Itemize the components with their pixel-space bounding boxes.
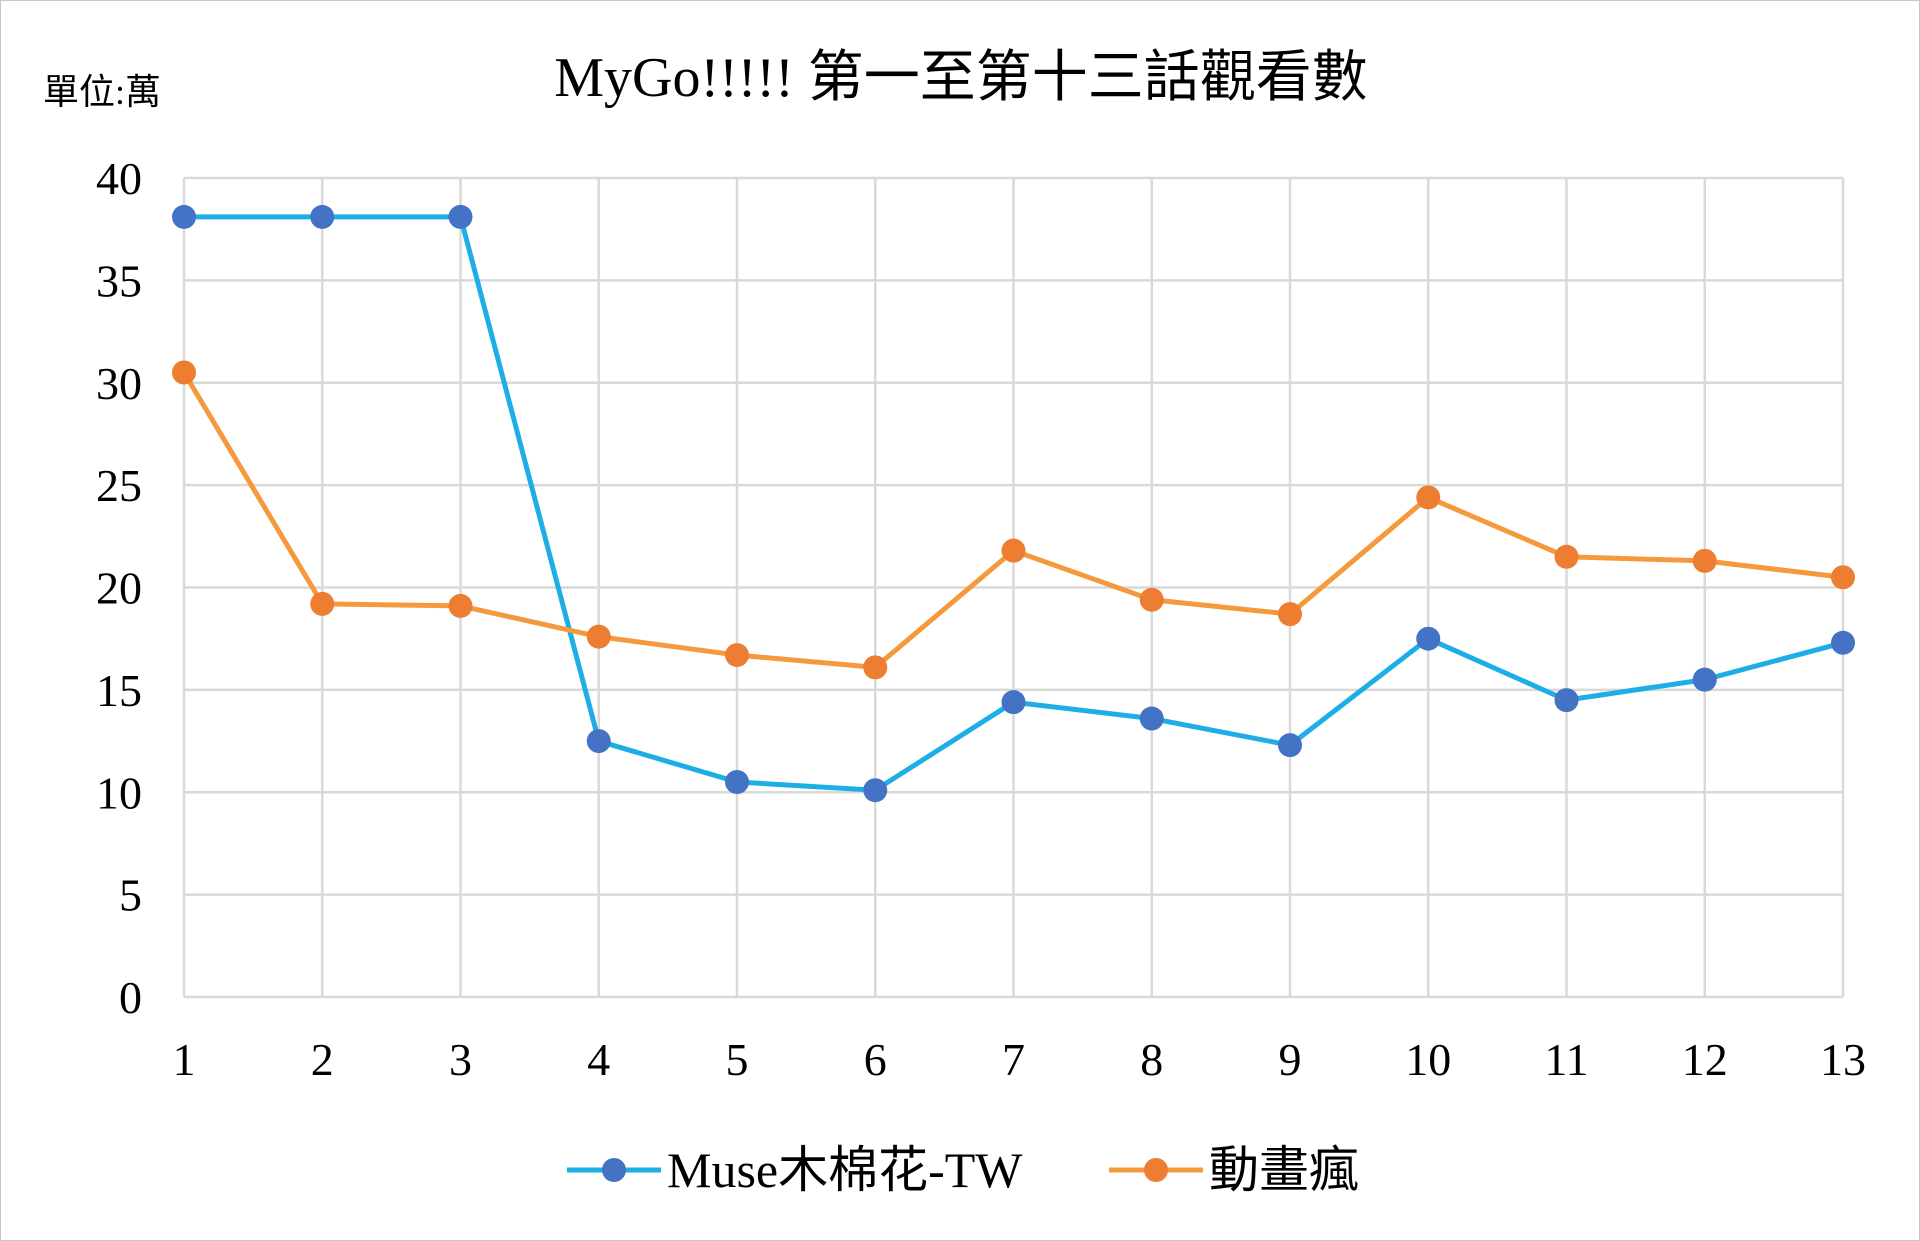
y-tick-label: 35	[96, 255, 142, 306]
data-point	[1831, 565, 1855, 590]
data-point	[1692, 667, 1717, 692]
legend-marker	[602, 1158, 626, 1182]
data-point	[310, 591, 335, 616]
y-tick-label: 0	[119, 972, 142, 1023]
x-tick-label: 2	[311, 1034, 334, 1085]
x-tick-label: 3	[449, 1034, 472, 1085]
unit-label: 單位:萬	[43, 72, 161, 112]
data-point	[586, 729, 611, 754]
data-point	[1554, 688, 1579, 713]
data-point	[1139, 706, 1164, 731]
data-point	[1001, 538, 1026, 563]
x-tick-label: 4	[587, 1034, 610, 1085]
data-point	[172, 360, 196, 385]
legend: Muse木棉花-TW 動畫瘋	[567, 1142, 1359, 1198]
data-point	[863, 655, 888, 680]
x-tick-label: 11	[1544, 1034, 1588, 1085]
x-tick-label: 9	[1279, 1034, 1302, 1085]
x-tick-label: 8	[1140, 1034, 1163, 1085]
x-tick-label: 1	[173, 1034, 196, 1085]
data-point	[1278, 602, 1302, 627]
data-point	[863, 778, 888, 803]
x-tick-label: 5	[726, 1034, 749, 1085]
data-point	[1692, 548, 1717, 573]
x-tick-label: 10	[1405, 1034, 1451, 1085]
legend-label: Muse木棉花-TW	[667, 1142, 1023, 1198]
y-tick-label: 25	[96, 460, 142, 511]
data-point	[448, 204, 473, 229]
legend-label: 動畫瘋	[1209, 1142, 1359, 1198]
data-point	[172, 204, 196, 229]
series-1	[172, 204, 1855, 803]
data-point	[1416, 485, 1441, 510]
chart-title: MyGo!!!!! 第一至第十三話觀看數	[554, 47, 1367, 109]
series-2	[172, 360, 1855, 680]
series-group	[172, 204, 1855, 803]
y-tick-label: 20	[96, 563, 142, 614]
data-point	[1278, 733, 1302, 758]
x-tick-label: 12	[1682, 1034, 1728, 1085]
data-point	[1139, 587, 1164, 612]
y-tick-label: 10	[96, 767, 142, 818]
legend-item: Muse木棉花-TW	[567, 1142, 1023, 1198]
y-tick-label: 5	[119, 870, 142, 921]
y-tick-label: 15	[96, 665, 142, 716]
data-point	[586, 624, 611, 649]
data-point	[1554, 544, 1579, 569]
data-point	[1001, 690, 1026, 715]
x-tick-label: 6	[864, 1034, 887, 1085]
grid	[184, 176, 1845, 997]
y-tick-label: 30	[96, 358, 142, 409]
data-point	[1416, 626, 1441, 651]
y-tick-label: 40	[96, 153, 142, 204]
x-tick-label: 7	[1002, 1034, 1025, 1085]
data-point	[448, 593, 473, 618]
x-tick-label: 13	[1820, 1034, 1866, 1085]
legend-item: 動畫瘋	[1109, 1142, 1359, 1198]
data-point	[725, 770, 749, 795]
data-point	[310, 204, 335, 229]
data-point	[725, 643, 749, 668]
legend-marker	[1144, 1158, 1168, 1182]
data-point	[1831, 630, 1855, 655]
